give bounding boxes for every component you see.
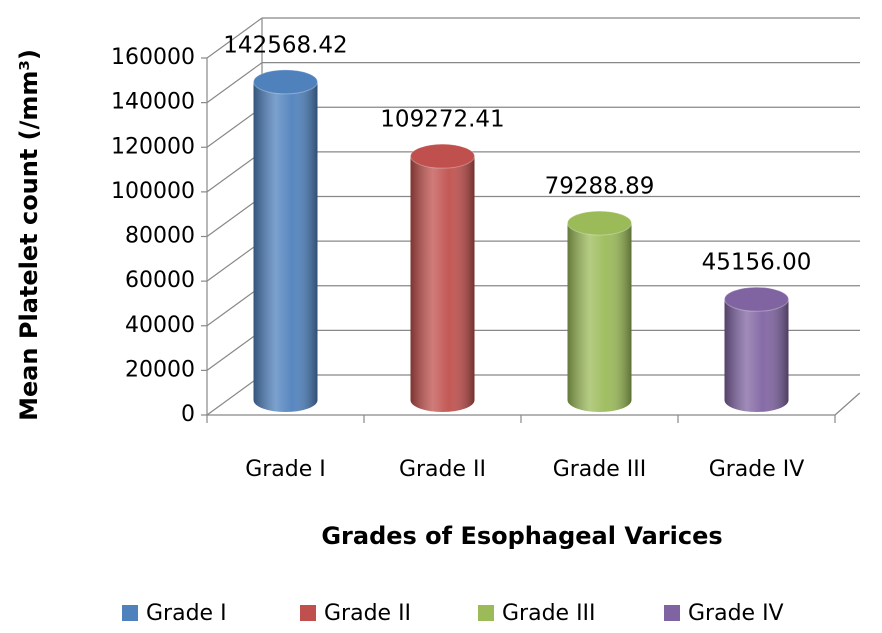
y-tick-label: 20000 xyxy=(125,357,195,382)
grid-line xyxy=(206,329,263,371)
value-label: 142568.42 xyxy=(223,32,347,58)
y-tick-label: 40000 xyxy=(125,313,195,338)
y-tick-label: 60000 xyxy=(125,268,195,293)
bar-shade xyxy=(253,81,318,400)
bar-top xyxy=(410,143,475,169)
value-label: 45156.00 xyxy=(702,250,812,276)
value-label: 79288.89 xyxy=(545,174,655,200)
bar-shade xyxy=(410,156,475,400)
legend-label: Grade IV xyxy=(688,601,784,626)
legend-swatch xyxy=(122,605,138,621)
legend-swatch xyxy=(478,605,494,621)
grid-line xyxy=(206,240,263,282)
bar-top xyxy=(567,210,632,236)
legend-label: Grade I xyxy=(146,601,227,626)
bar-top xyxy=(724,286,789,312)
y-tick-label: 120000 xyxy=(111,134,195,159)
axis-line xyxy=(834,392,861,416)
y-tick-label: 100000 xyxy=(111,179,195,204)
grid-line xyxy=(206,151,263,193)
legend-label: Grade III xyxy=(502,601,596,626)
grid-line xyxy=(206,62,263,104)
bar-shade xyxy=(724,299,789,400)
legend-label: Grade II xyxy=(324,601,411,626)
grid-line xyxy=(206,196,263,237)
grid-line xyxy=(206,106,263,148)
y-tick-label: 80000 xyxy=(125,224,195,249)
x-axis-label: Grades of Esophageal Varices xyxy=(321,522,722,550)
y-tick-label: 160000 xyxy=(111,45,195,70)
grid-line xyxy=(206,17,263,59)
grid-line xyxy=(206,374,263,416)
y-tick-label: 0 xyxy=(181,402,195,427)
grid-line xyxy=(206,285,263,327)
legend-swatch xyxy=(664,605,680,621)
value-label: 109272.41 xyxy=(380,107,504,133)
bar-top xyxy=(253,69,318,95)
y-axis-label: Mean Platelet count (/mm³) xyxy=(15,49,43,421)
x-tick-label: Grade I xyxy=(245,457,326,482)
x-tick-label: Grade IV xyxy=(709,457,805,482)
y-tick-label: 140000 xyxy=(111,90,195,115)
x-tick-label: Grade III xyxy=(553,457,647,482)
bar-shade xyxy=(567,223,632,400)
legend-swatch xyxy=(300,605,316,621)
x-tick-label: Grade II xyxy=(399,457,486,482)
